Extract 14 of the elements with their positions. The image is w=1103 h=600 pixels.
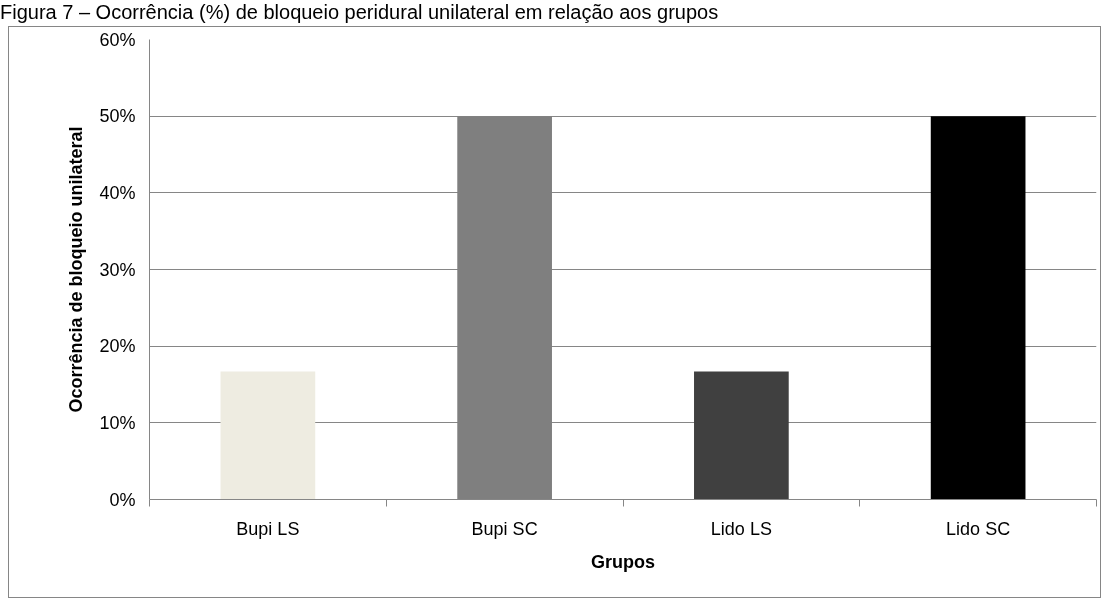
x-tick-label: Lido LS — [710, 518, 772, 539]
y-tick-label: 40% — [99, 182, 136, 203]
y-tick-label: 0% — [109, 489, 136, 510]
chart-title: Figura 7 – Ocorrência (%) de bloqueio peridural unilateral em relação aos grupos — [0, 0, 719, 24]
y-tick-label: 10% — [99, 412, 136, 433]
x-axis-title: Grupos — [591, 551, 656, 572]
x-tick-label: Lido SC — [946, 518, 1011, 539]
x-tick-label: Bupi SC — [471, 518, 538, 539]
y-tick-label: 50% — [99, 106, 136, 127]
y-tick-label: 30% — [99, 259, 136, 280]
y-axis-title: Ocorrência de bloqueio unilateral — [66, 126, 87, 413]
y-tick-label: 60% — [99, 29, 136, 50]
y-tick-label: 20% — [99, 336, 136, 357]
x-tick-label: Bupi LS — [236, 518, 300, 539]
